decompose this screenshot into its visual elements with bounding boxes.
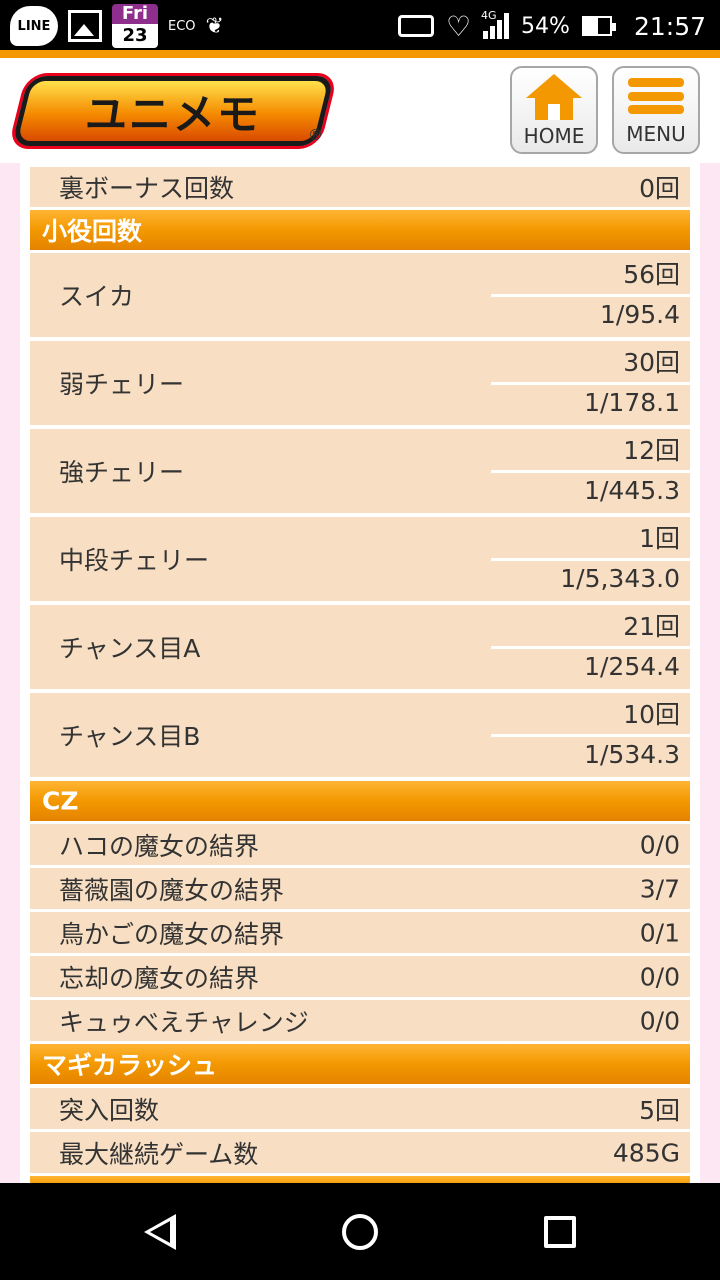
row-label: ハコの魔女の結界	[59, 831, 260, 861]
network-type: 4G	[481, 9, 497, 22]
battery-icon	[581, 16, 616, 36]
eco-label: ECO	[168, 18, 196, 34]
row-label: 裏ボーナス回数	[59, 174, 235, 203]
row-label: 鳥かごの魔女の結界	[59, 919, 285, 949]
navigation-bar	[0, 1183, 720, 1280]
house-icon	[526, 74, 582, 120]
row-label: 薔薇園の魔女の結界	[59, 875, 285, 905]
data-sheet: 裏ボーナス回数 0回 小役回数 スイカ 56回 1/95.4 弱チェリー 30回…	[20, 163, 700, 1183]
row-label: 中段チェリー	[59, 546, 210, 575]
magica-row: 最大継続ゲーム数 485G	[30, 1132, 690, 1173]
row-label: 突入回数	[59, 1095, 160, 1125]
clock: 21:57	[633, 11, 706, 41]
menu-button-label: MENU	[626, 122, 686, 146]
magica-row: 突入回数 5回	[30, 1088, 690, 1129]
section-koyaku: 小役回数	[30, 210, 690, 250]
section-title: マギカラッシュ	[42, 1051, 218, 1080]
calendar-day: Fri	[112, 4, 158, 24]
row-count: 30回	[623, 348, 680, 377]
row-label: チャンス目A	[59, 634, 201, 663]
back-triangle-icon[interactable]	[144, 1214, 176, 1250]
divider	[491, 734, 690, 737]
home-button[interactable]: HOME	[510, 66, 598, 154]
divider	[491, 646, 690, 649]
menu-button[interactable]: MENU	[612, 66, 700, 154]
ura-bonus-row: 裏ボーナス回数 0回	[30, 167, 690, 207]
row-value: 0回	[639, 174, 680, 203]
row-probability: 1/445.3	[584, 476, 680, 505]
cz-row: 薔薇園の魔女の結界 3/7	[30, 868, 690, 909]
row-label: キュゥべえチャレンジ	[59, 1007, 309, 1037]
divider	[491, 558, 690, 561]
hamburger-icon	[628, 74, 684, 118]
row-value: 485G	[612, 1138, 680, 1167]
line-label: LINE	[17, 18, 51, 34]
koyaku-row: 中段チェリー 1回 1/5,343.0	[30, 517, 690, 601]
row-value: 3/7	[639, 874, 680, 903]
koyaku-row: スイカ 56回 1/95.4	[30, 253, 690, 337]
registered-mark: ®	[308, 126, 323, 144]
home-button-label: HOME	[523, 124, 585, 148]
koyaku-row: 強チェリー 12回 1/445.3	[30, 429, 690, 513]
status-bar: LINE Fri 23 ECO ❦ ♡ 4G 54% 21:57	[0, 0, 720, 50]
row-count: 1回	[639, 524, 680, 553]
divider	[491, 470, 690, 473]
row-count: 21回	[623, 612, 680, 641]
leaf-icon: ❦	[205, 13, 224, 39]
vr-icon	[397, 15, 434, 37]
row-probability: 1/5,343.0	[560, 564, 680, 593]
recent-square-icon[interactable]	[544, 1216, 576, 1248]
row-probability: 1/254.4	[584, 652, 680, 681]
section-next	[30, 1176, 690, 1183]
signal-icon: 4G	[481, 9, 510, 39]
calendar-date: 23	[112, 24, 158, 48]
logo-text: ユニメモ	[84, 89, 261, 139]
row-count: 12回	[623, 436, 680, 465]
row-count: 10回	[623, 700, 680, 729]
section-title: 小役回数	[42, 217, 143, 246]
row-probability: 1/95.4	[600, 300, 680, 329]
section-magica-rush: マギカラッシュ	[30, 1044, 690, 1084]
row-probability: 1/178.1	[584, 388, 680, 417]
row-label: 最大継続ゲーム数	[59, 1139, 259, 1169]
battery-percent: 54%	[521, 13, 570, 39]
row-value: 0/0	[639, 830, 680, 859]
row-value: 5回	[639, 1095, 680, 1125]
row-value: 0/0	[639, 962, 680, 991]
gallery-icon	[68, 10, 102, 42]
koyaku-row: チャンス目B 10回 1/534.3	[30, 693, 690, 777]
heart-icon: ♡	[445, 9, 472, 43]
koyaku-row: 弱チェリー 30回 1/178.1	[30, 341, 690, 425]
divider	[491, 294, 690, 297]
calendar-icon: Fri 23	[112, 4, 158, 48]
cz-row: キュゥべえチャレンジ 0/0	[30, 1000, 690, 1041]
row-count: 56回	[623, 260, 680, 289]
site-header: ユニメモ ® HOME MENU	[0, 50, 720, 163]
row-label: 忘却の魔女の結界	[59, 963, 260, 993]
koyaku-row: チャンス目A 21回 1/254.4	[30, 605, 690, 689]
cz-row: 忘却の魔女の結界 0/0	[30, 956, 690, 997]
page-content[interactable]: 裏ボーナス回数 0回 小役回数 スイカ 56回 1/95.4 弱チェリー 30回…	[0, 163, 720, 1183]
row-value: 0/1	[639, 918, 680, 947]
cz-row: 鳥かごの魔女の結界 0/1	[30, 912, 690, 953]
section-cz: CZ	[30, 781, 690, 821]
cz-row: ハコの魔女の結界 0/0	[30, 824, 690, 865]
section-title: CZ	[42, 786, 79, 816]
row-label: 弱チェリー	[59, 370, 185, 399]
site-logo[interactable]: ユニメモ	[11, 76, 335, 146]
row-label: 強チェリー	[59, 458, 185, 487]
row-label: チャンス目B	[59, 722, 201, 751]
row-probability: 1/534.3	[584, 740, 680, 769]
row-value: 0/0	[639, 1006, 680, 1035]
line-app-icon: LINE	[10, 6, 58, 46]
home-circle-icon[interactable]	[342, 1214, 378, 1250]
row-label: スイカ	[59, 282, 135, 311]
divider	[491, 382, 690, 385]
